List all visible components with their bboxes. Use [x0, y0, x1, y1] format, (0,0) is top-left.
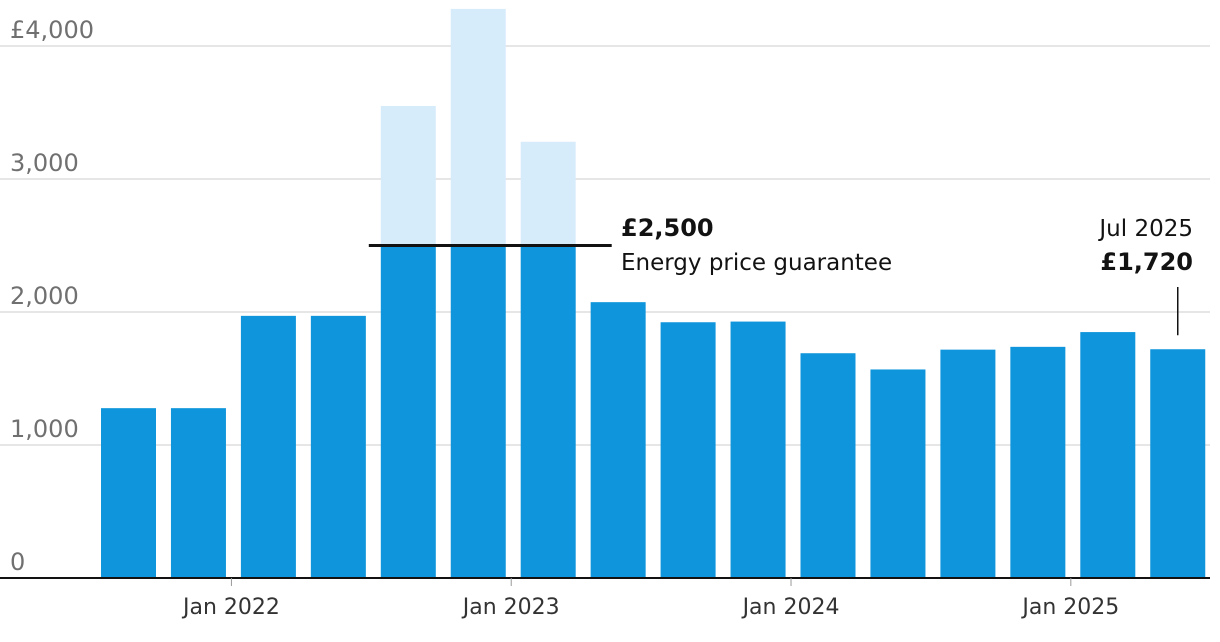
annotations: £2,500 Energy price guarantee Jul 2025 £… [368, 214, 1193, 336]
x-axis [0, 577, 1210, 586]
bar [660, 322, 716, 578]
bar [1010, 346, 1066, 578]
bar [590, 302, 646, 578]
bar [170, 408, 226, 578]
bar [870, 369, 926, 578]
latest-value-label: £1,720 [1100, 248, 1193, 276]
bar [450, 245, 506, 578]
bars [101, 8, 1206, 578]
x-axis-labels: Jan 2022 Jan 2023 Jan 2024 Jan 2025 [181, 595, 1119, 620]
bar [940, 349, 996, 578]
bar [380, 245, 436, 578]
bar [310, 315, 366, 578]
y-tick-label: 2,000 [10, 282, 79, 310]
y-axis-labels: 0 1,000 2,000 3,000 £4,000 [10, 16, 94, 576]
bar [240, 315, 296, 578]
bar [1080, 332, 1136, 578]
bar-above-guarantee [520, 141, 576, 246]
bar-above-guarantee [380, 105, 436, 246]
x-tick-label: Jan 2022 [181, 595, 280, 620]
bar-above-guarantee [450, 8, 506, 246]
latest-date-label: Jul 2025 [1097, 216, 1193, 242]
x-tick-label: Jan 2025 [1020, 595, 1119, 620]
y-tick-label: 3,000 [10, 149, 79, 177]
bar [101, 408, 156, 578]
bar [800, 353, 856, 578]
price-guarantee-value: £2,500 [621, 214, 714, 242]
bar [730, 321, 786, 578]
bar [520, 245, 576, 578]
price-guarantee-label: Energy price guarantee [621, 250, 892, 276]
y-tick-label: 1,000 [10, 415, 79, 443]
x-tick-label: Jan 2023 [461, 595, 560, 620]
bar [1150, 349, 1206, 578]
y-tick-label: £4,000 [10, 16, 94, 44]
x-tick-label: Jan 2024 [741, 595, 840, 620]
y-tick-label: 0 [10, 548, 25, 576]
